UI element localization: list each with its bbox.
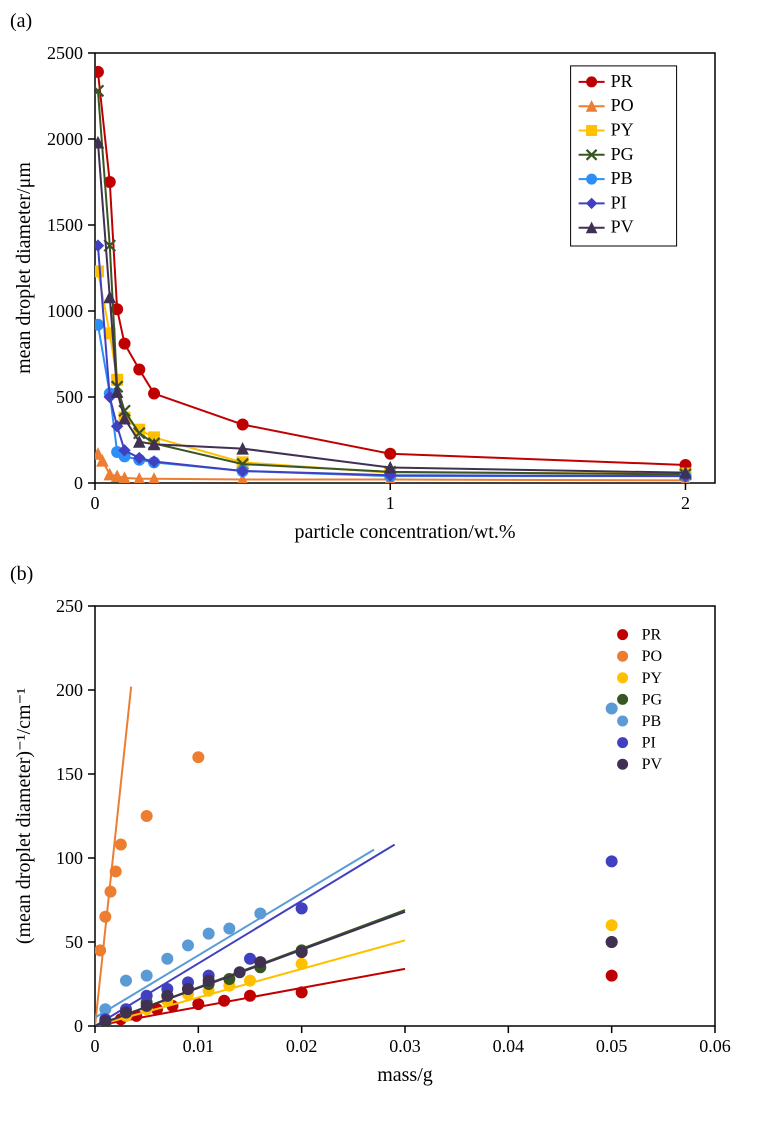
svg-text:0: 0: [91, 1036, 100, 1056]
svg-text:(mean droplet diameter)⁻¹/cm⁻¹: (mean droplet diameter)⁻¹/cm⁻¹: [13, 688, 35, 944]
svg-text:0.01: 0.01: [183, 1036, 215, 1056]
svg-text:mean droplet diameter/μm: mean droplet diameter/μm: [13, 162, 35, 374]
svg-text:200: 200: [56, 680, 83, 700]
svg-text:mass/g: mass/g: [377, 1064, 433, 1086]
svg-text:PI: PI: [611, 192, 627, 212]
svg-text:150: 150: [56, 764, 83, 784]
svg-text:0.05: 0.05: [596, 1036, 628, 1056]
svg-text:2: 2: [681, 493, 690, 513]
panel-b-label: (b): [0, 553, 774, 586]
svg-text:PR: PR: [611, 71, 633, 91]
svg-text:PB: PB: [642, 713, 662, 730]
chart-b: 0 0.01 0.02 0.03 0.04 0.05 0.06 0 50 100 150 200 250…: [0, 586, 774, 1096]
svg-text:PO: PO: [611, 95, 634, 115]
svg-text:PG: PG: [642, 691, 663, 708]
panel-a-label: (a): [0, 0, 774, 33]
svg-text:2500: 2500: [47, 43, 83, 63]
svg-text:0: 0: [74, 473, 83, 493]
svg-text:0.04: 0.04: [493, 1036, 525, 1056]
svg-text:PY: PY: [611, 120, 634, 140]
svg-text:0.02: 0.02: [286, 1036, 318, 1056]
svg-text:PB: PB: [611, 168, 633, 188]
svg-text:0.03: 0.03: [389, 1036, 421, 1056]
svg-text:2000: 2000: [47, 129, 83, 149]
svg-text:PG: PG: [611, 144, 634, 164]
chart-a: 0 1 2 0 500 1000 1500 2000 2500 particle concentr…: [0, 33, 774, 553]
svg-text:50: 50: [65, 932, 83, 952]
svg-text:PY: PY: [642, 670, 663, 687]
svg-text:PR: PR: [642, 627, 662, 644]
svg-text:0: 0: [74, 1016, 83, 1036]
svg-text:particle concentration/wt.%: particle concentration/wt.%: [294, 521, 515, 543]
svg-text:1: 1: [386, 493, 395, 513]
svg-text:1000: 1000: [47, 301, 83, 321]
svg-text:1500: 1500: [47, 215, 83, 235]
svg-text:PV: PV: [611, 217, 634, 237]
svg-text:0: 0: [91, 493, 100, 513]
svg-text:250: 250: [56, 596, 83, 616]
svg-text:0.06: 0.06: [699, 1036, 731, 1056]
svg-text:PV: PV: [642, 756, 663, 773]
svg-text:PO: PO: [642, 648, 662, 665]
svg-text:500: 500: [56, 387, 83, 407]
svg-text:PI: PI: [642, 735, 656, 752]
svg-text:100: 100: [56, 848, 83, 868]
